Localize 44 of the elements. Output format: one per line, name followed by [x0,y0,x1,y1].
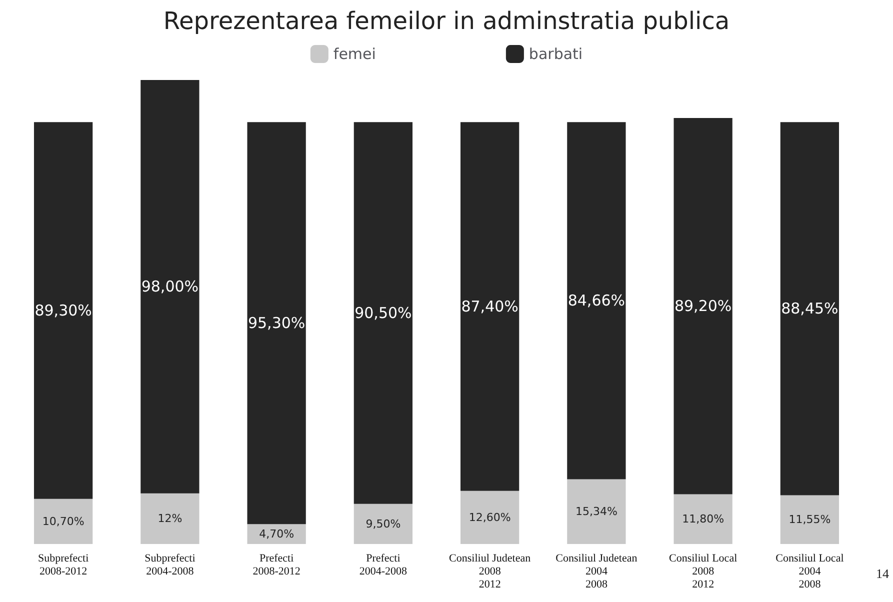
bar [567,479,626,544]
bar [674,118,732,494]
data-label: 12% [158,512,182,526]
x-tick-label: Prefecti 2004-2008 [359,552,408,578]
data-label: 15,34% [575,505,618,518]
bar [34,122,93,499]
bar [140,493,200,544]
data-label: 11,80% [682,512,724,526]
bar [247,524,306,544]
bar [460,122,520,491]
text: 14 [876,566,890,581]
bar [247,122,306,524]
data-label: 87,40% [461,298,518,316]
x-tick-label: Consiliul Local 2008 2012 [668,552,738,590]
chart-title: Reprezentarea femeilor in adminstratia publica [163,7,730,35]
bar [460,490,520,544]
bar [354,122,413,504]
data-label: 88,45% [781,300,838,318]
x-tick-label: Subprefecti 2008-2012 [38,552,89,578]
data-label: 95,30% [248,314,306,332]
legend-label: barbati [528,45,583,63]
bar [354,504,413,544]
bar [140,80,200,494]
x-tick-label: Subprefecti 2004-2008 [144,552,196,578]
data-label: 89,20% [674,297,732,316]
data-label: 84,66% [568,292,626,310]
data-label: 9,50% [366,517,401,530]
bar [674,494,732,544]
x-tick-label: Prefecti 2008-2012 [252,552,300,578]
data-label: 90,50% [354,304,412,322]
bar [567,122,626,480]
data-label: 98,00% [141,278,199,296]
data-label: 89,30% [34,302,92,320]
bar [34,498,93,544]
x-tick-label: Consiliul Judetean 2008 2012 [449,552,532,590]
bar [780,495,840,544]
legend-label: femei [333,45,376,63]
data-label: 10,70% [42,514,84,528]
data-label: 12,60% [468,510,511,524]
x-tick-label: Consiliul Local 2004 2008 [776,552,844,590]
bar [780,122,840,496]
x-tick-label: Consiliul Judetean 2004 2008 [556,552,638,590]
data-label: 11,55% [788,513,831,526]
data-label: 4,70% [259,528,294,541]
